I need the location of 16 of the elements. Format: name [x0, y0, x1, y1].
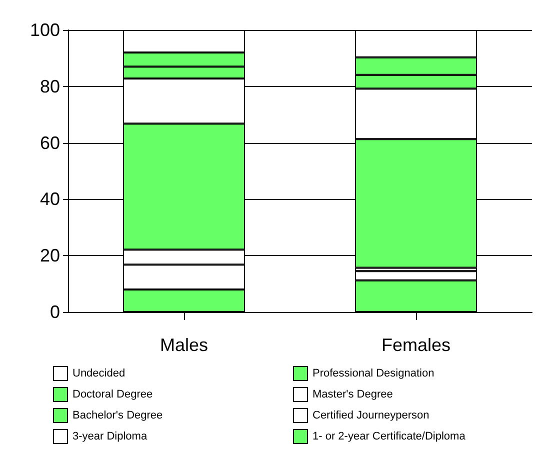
- y-tick-label: 60: [40, 132, 60, 153]
- y-tick-label: 100: [30, 20, 60, 40]
- legend-label: Undecided: [72, 368, 126, 380]
- legend-label: Professional Designation: [312, 368, 434, 380]
- legend-label: Certified Journeyperson: [312, 410, 430, 422]
- y-tick-label: 40: [40, 189, 60, 210]
- legend-label: Master's Degree: [312, 388, 393, 400]
- legend-label: Doctoral Degree: [72, 388, 153, 400]
- x-tick-label: Males: [160, 335, 208, 355]
- y-tick-label: 80: [40, 76, 60, 96]
- y-tick-label: 20: [40, 246, 60, 266]
- legend-label: Bachelor's Degree: [72, 410, 163, 422]
- legend-label: 1- or 2-year Certificate/Diploma: [312, 430, 466, 442]
- legend-label: 3-year Diploma: [72, 430, 148, 442]
- x-tick-label: Females: [381, 335, 451, 355]
- y-tick-label: 0: [50, 302, 60, 322]
